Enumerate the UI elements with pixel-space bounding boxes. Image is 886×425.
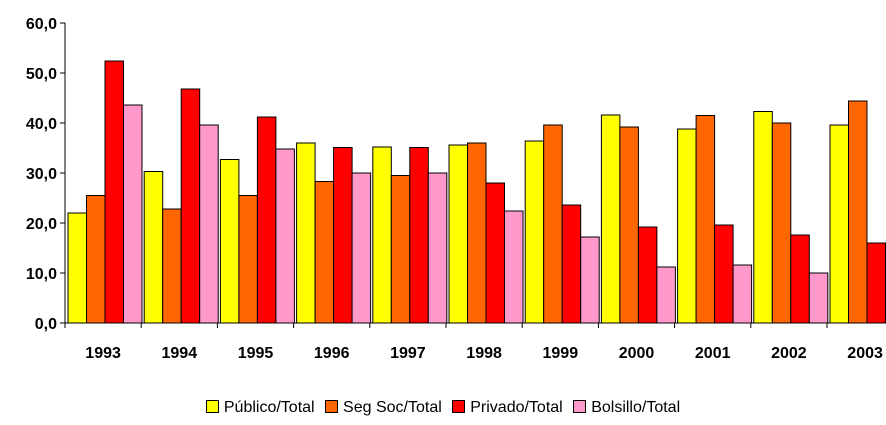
x-label-2002: 2002	[771, 345, 807, 362]
bar-1998-0	[448, 144, 468, 324]
legend-swatch-publico	[205, 400, 219, 413]
bar-1993-0	[67, 212, 87, 324]
y-tick-label-3: 30,0	[26, 166, 57, 183]
bar-1994-2	[180, 88, 201, 324]
legend-item-bolsillo: Bolsillo/Total	[573, 399, 680, 417]
y-tick-label-4: 40,0	[26, 116, 57, 133]
legend-swatch-bolsillo	[573, 400, 587, 413]
bar-1997-0	[372, 146, 392, 324]
bar-2000-0	[600, 114, 621, 324]
bar-chart: 0,0 10,0 20,0 30,0 40,0 50,0 60,0 1993 1994 1995 1…	[26, 16, 886, 362]
y-tick-label-5: 50,0	[26, 66, 57, 83]
bar-1998-1	[467, 142, 487, 324]
bar-1999-3	[580, 236, 600, 324]
bar-1996-1	[314, 181, 335, 324]
legend-label-seg-soc: Seg Soc/Total	[343, 399, 442, 416]
bar-2002-0	[753, 111, 773, 324]
bar-1993-3	[123, 104, 143, 324]
legend-swatch-seg-soc	[325, 400, 339, 413]
x-label-1997: 1997	[390, 345, 426, 362]
bar-1996-3	[351, 172, 372, 324]
bar-2001-3	[732, 264, 753, 324]
bar-1999-0	[524, 140, 545, 324]
y-tick-label-1: 10,0	[26, 266, 57, 283]
bar-1998-3	[504, 210, 524, 324]
bar-1994-0	[143, 171, 164, 324]
bar-1999-1	[543, 124, 563, 324]
x-label-1994: 1994	[162, 345, 198, 362]
x-label-1996: 1996	[314, 345, 350, 362]
bar-1993-2	[104, 60, 124, 324]
y-tick-label-2: 20,0	[26, 216, 57, 233]
bar-1997-1	[390, 175, 411, 324]
x-label-1993: 1993	[85, 345, 121, 362]
bar-2000-1	[619, 126, 639, 324]
x-label-2000: 2000	[619, 345, 655, 362]
x-label-1998: 1998	[466, 345, 502, 362]
bar-1995-1	[238, 195, 258, 324]
bar-1995-0	[219, 159, 240, 324]
bar-2002-2	[790, 234, 810, 324]
bar-2000-3	[656, 266, 676, 324]
x-label-1995: 1995	[238, 345, 274, 362]
bar-1995-2	[256, 116, 277, 324]
bar-2003-1	[848, 100, 868, 324]
bar-2003-0	[829, 124, 849, 324]
legend-swatch-privado	[452, 400, 466, 413]
bar-2000-2	[637, 226, 658, 324]
legend-item-seg-soc: Seg Soc/Total	[325, 399, 442, 417]
bar-1994-3	[199, 124, 219, 324]
bar-1995-3	[275, 148, 295, 324]
y-tick-label-0: 0,0	[35, 316, 57, 333]
bar-1996-2	[333, 147, 353, 324]
bar-1997-3	[427, 172, 448, 324]
bar-1993-1	[86, 195, 106, 324]
y-tick-label-6: 60,0	[26, 16, 57, 33]
bar-2003-2	[866, 242, 886, 324]
bar-2002-1	[771, 122, 792, 324]
legend: Público/Total Seg Soc/Total Privado/Tota…	[0, 399, 886, 417]
bar-2001-1	[695, 115, 716, 324]
legend-item-privado: Privado/Total	[452, 399, 563, 417]
bar-2002-3	[808, 272, 829, 324]
bar-1999-2	[561, 204, 582, 324]
bar-2001-2	[714, 224, 734, 324]
legend-label-privado: Privado/Total	[470, 399, 563, 416]
bar-1996-0	[296, 142, 316, 324]
x-label-2001: 2001	[695, 345, 731, 362]
bar-1997-2	[409, 147, 429, 324]
legend-label-bolsillo: Bolsillo/Total	[591, 399, 681, 416]
legend-item-publico: Público/Total	[205, 399, 315, 417]
legend-label-publico: Público/Total	[223, 399, 315, 416]
bar-2001-0	[677, 128, 697, 324]
x-label-2003: 2003	[847, 345, 883, 362]
bar-1998-2	[485, 182, 505, 324]
bar-1994-1	[162, 208, 182, 324]
x-label-1999: 1999	[543, 345, 579, 362]
